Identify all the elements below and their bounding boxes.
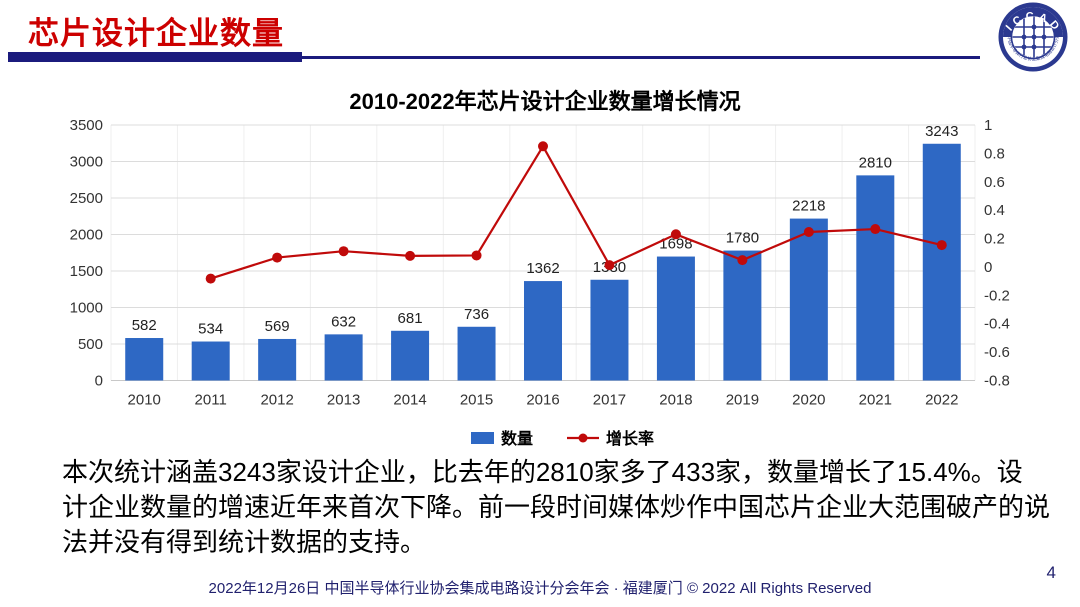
logo-grid [1012,16,1054,58]
logo-grid-dot [1021,44,1027,50]
bar-value-label: 569 [265,318,290,335]
growth-rate-point [670,229,681,240]
x-axis-label: 2022 [925,392,958,409]
legend-bar-label: 数量 [501,429,533,448]
growth-rate-point [604,260,615,271]
legend-bar-swatch [471,432,494,444]
logo-grid-dot [1021,34,1027,40]
right-axis-tick: -0.6 [984,344,1010,361]
footer-credit: 2022年12月26日 中国半导体行业协会集成电路设计分会年会 · 福建厦门 ©… [208,580,872,597]
logo-grid-dot [1031,44,1037,50]
growth-rate-point [272,252,283,263]
x-axis-label: 2013 [327,392,360,409]
legend-line-marker [578,433,588,443]
bar-2011 [191,341,230,381]
body-line-1: 本次统计涵盖3243家设计企业，比去年的2810家多了433家，数量增长了15.… [62,457,1023,487]
right-axis-tick: 0.2 [984,231,1005,248]
page-number: 4 [1046,563,1056,582]
bar-value-label: 2810 [859,154,892,171]
right-axis-tick: -0.4 [984,316,1010,333]
left-axis-tick: 500 [78,336,103,353]
bar-2019 [723,250,762,381]
chart-area: 2010-2022年芯片设计企业数量增长情况 0 500 1000 1500 2000 25… [60,83,1020,455]
left-axis-tick: 1500 [70,263,103,280]
bar-2010 [125,338,164,381]
title-underline-thin [302,56,980,59]
right-axis-tick: 0.8 [984,145,1005,162]
x-axis-label: 2021 [859,392,892,409]
right-axis-tick: -0.2 [984,287,1010,304]
bar-2018 [656,256,695,381]
bar-value-label: 1362 [526,260,559,277]
x-axis-label: 2010 [128,392,161,409]
right-axis-tick: 0 [984,259,992,276]
right-axis-tick: 1 [984,117,992,134]
bar-value-label: 2218 [792,198,825,215]
growth-rate-point [737,255,748,266]
x-axis-label: 2020 [792,392,825,409]
bar-value-label: 534 [198,321,223,338]
body-line-3: 法并没有得到统计数据的支持。 [62,527,427,557]
bar-value-label: 1780 [726,230,759,247]
growth-rate-point [338,246,349,257]
page-title: 芯片设计企业数量 [28,16,284,51]
x-axis-label: 2016 [526,392,559,409]
bar-2016 [524,281,562,381]
body-paragraph: 本次统计涵盖3243家设计企业，比去年的2810家多了433家，数量增长了15.… [62,455,1052,560]
growth-rate-point [870,224,881,235]
left-axis-tick: 3500 [70,117,103,134]
growth-rate-point [471,250,482,261]
bar-2015 [457,326,496,381]
x-axis-label: 2018 [659,392,692,409]
bar-2013 [324,334,363,381]
body-line-2: 计企业数量的增速近年来首次下降。前一段时间媒体炒作中国芯片企业大范围破产的说 [62,492,1051,522]
left-axis-tick: 3000 [70,154,103,171]
logo-grid-dot [1031,34,1037,40]
left-axis-tick: 2000 [70,227,103,244]
growth-rate-point [405,250,416,261]
bar-value-label: 736 [464,306,489,323]
right-axis-tick: -0.8 [984,373,1010,390]
left-axis-tick: 1000 [70,300,103,317]
companies-growth-chart: 2010-2022年芯片设计企业数量增长情况 0 500 1000 1500 2000 25… [70,89,1010,448]
left-axis-tick: 2500 [70,190,103,207]
growth-rate-point [538,141,548,152]
x-axis-label: 2011 [195,392,227,409]
right-axis-tick: 0.4 [984,202,1005,219]
growth-rate-line [210,144,943,280]
bar-2020 [789,218,828,381]
x-axis-label: 2015 [460,392,493,409]
growth-rate-point [936,240,947,251]
bar-2014 [391,330,430,381]
left-axis-tick: 0 [95,373,103,390]
x-axis-label: 2017 [593,392,626,409]
growth-rate-point [803,227,814,238]
bar-2012 [258,338,297,381]
right-axis-tick: 0.6 [984,174,1005,191]
title-underline-thick [8,52,302,62]
growth-rate-point [205,273,216,284]
x-axis-label: 2014 [393,392,426,409]
logo-grid-dot [1031,24,1037,30]
bar-value-label: 1698 [659,236,692,253]
legend-line-label: 增长率 [606,429,654,448]
bar-2021 [856,175,895,381]
bar-value-label: 681 [398,310,423,327]
x-axis-label: 2012 [260,392,293,409]
bar-value-label: 582 [132,317,157,334]
chart-title: 2010-2022年芯片设计企业数量增长情况 [349,89,740,114]
bar-2017 [590,279,629,381]
bar-value-label: 3243 [925,123,958,140]
iccad-logo: ICCAD 中国半导体行业协会集成电路设计分会 [996,2,1070,72]
bar-2022 [922,143,961,381]
x-axis-label: 2019 [726,392,759,409]
logo-grid-dot [1041,34,1047,40]
bar-value-label: 632 [331,313,356,330]
